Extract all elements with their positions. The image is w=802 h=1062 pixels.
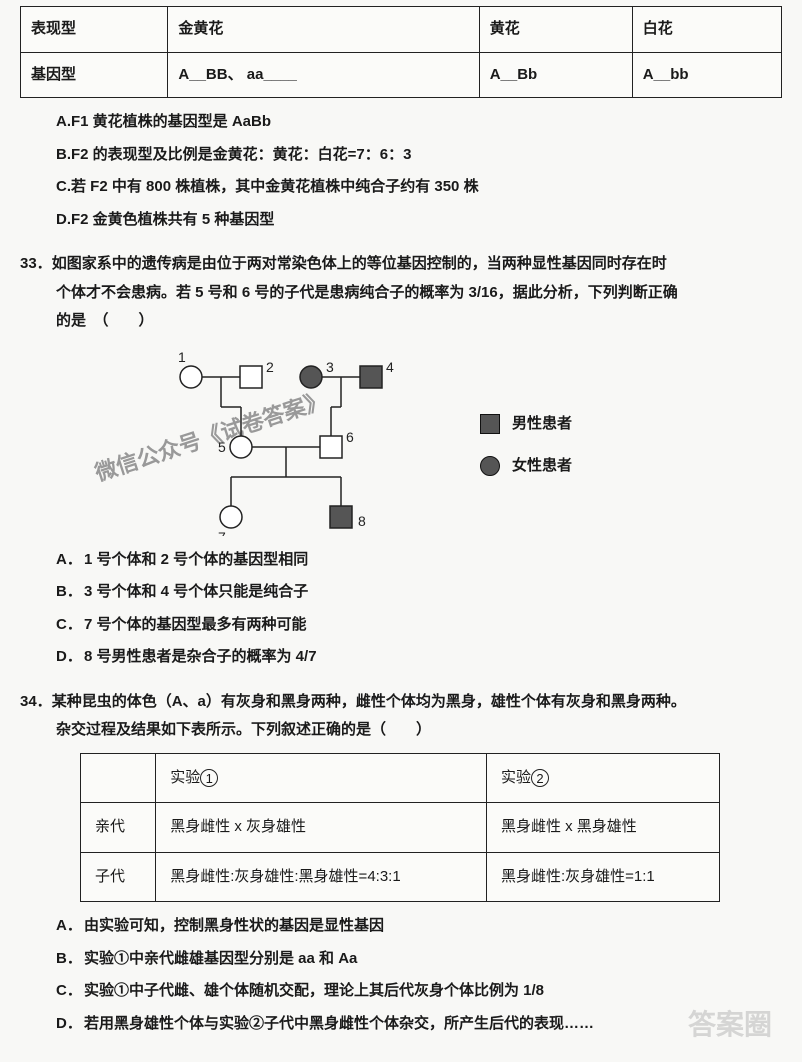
q33-option-d: D．8 号男性患者是杂合子的概率为 4/7: [20, 643, 782, 676]
option-b: B.F2 的表现型及比例是金黄花：黄花：白花=7：6：3: [20, 141, 782, 174]
q33-stem-line2: 个体才不会患病。若 5 号和 6 号的子代是患病纯合子的概率为 3/16，据此分…: [20, 279, 782, 308]
q34-option-c: C．实验①中子代雌、雄个体随机交配，理论上其后代灰身个体比例为 1/8: [20, 977, 782, 1010]
svg-text:3: 3: [326, 359, 334, 375]
q34-number: 34．: [20, 693, 52, 710]
cell: 白花: [632, 7, 781, 53]
option-a: A.F1 黄花植株的基因型是 AaBb: [20, 108, 782, 141]
row-header: 表现型: [21, 7, 168, 53]
pedigree-diagram: 1 2 3 4 5 6 7 8: [150, 346, 410, 536]
q34-stem-line1: 某种昆虫的体色（A、a）有灰身和黑身两种，雌性个体均为黑身，雄性个体有灰身和黑身…: [52, 693, 686, 710]
table-row: 基因型 A__BB、 aa____ A__Bb A__bb: [21, 52, 782, 98]
cell: A__BB、 aa____: [168, 52, 479, 98]
q34-option-b: B．实验①中亲代雌雄基因型分别是 aa 和 Aa: [20, 945, 782, 978]
q34-stem-line2: 杂交过程及结果如下表所示。下列叙述正确的是（ ）: [20, 716, 782, 745]
row-header: 基因型: [21, 52, 168, 98]
square-affected-icon: [480, 414, 500, 434]
svg-text:4: 4: [386, 359, 394, 375]
cell: 黑身雌性:灰身雄性:黑身雄性=4:3:1: [156, 852, 487, 902]
legend-male-label: 男性患者: [512, 410, 572, 439]
cell: 金黄花: [168, 7, 479, 53]
row-header: 亲代: [81, 803, 156, 853]
pedigree-legend: 男性患者 女性患者: [480, 396, 572, 495]
question-33: 33．如图家系中的遗传病是由位于两对常染色体上的等位基因控制的，当两种显性基因同…: [20, 250, 782, 336]
q33-stem-line3: 的是 （ ）: [20, 307, 782, 336]
q33-stem-line1: 如图家系中的遗传病是由位于两对常染色体上的等位基因控制的，当两种显性基因同时存在…: [52, 255, 667, 272]
cell: 黑身雌性 x 黑身雄性: [486, 803, 719, 853]
q33-option-b: B．3 号个体和 4 号个体只能是纯合子: [20, 578, 782, 611]
circle-affected-icon: [480, 456, 500, 476]
q34-option-d: D．若用黑身雄性个体与实验②子代中黑身雌性个体杂交，所产生后代的表现……: [20, 1010, 782, 1043]
option-c: C.若 F2 中有 800 株植株，其中金黄花植株中纯合子约有 350 株: [20, 173, 782, 206]
table-row: 亲代 黑身雌性 x 灰身雄性 黑身雌性 x 黑身雄性: [81, 803, 720, 853]
svg-text:7: 7: [218, 529, 226, 536]
q33-option-a: A．1 号个体和 2 号个体的基因型相同: [20, 546, 782, 579]
cell-exp1-header: 实验1: [156, 753, 487, 803]
svg-text:2: 2: [266, 359, 274, 375]
table-row: 实验1 实验2: [81, 753, 720, 803]
svg-text:6: 6: [346, 429, 354, 445]
q33-number: 33．: [20, 255, 52, 272]
phenotype-genotype-table: 表现型 金黄花 黄花 白花 基因型 A__BB、 aa____ A__Bb A_…: [20, 6, 782, 98]
q34-option-a: A．由实验可知，控制黑身性状的基因是显性基因: [20, 912, 782, 945]
legend-female-label: 女性患者: [512, 452, 572, 481]
legend-female: 女性患者: [480, 452, 572, 481]
cell: 黑身雌性 x 灰身雄性: [156, 803, 487, 853]
table-row: 表现型 金黄花 黄花 白花: [21, 7, 782, 53]
cell: A__bb: [632, 52, 781, 98]
row-header: 子代: [81, 852, 156, 902]
pedigree-area: 微信公众号《试卷答案》 12345678 男性患者 女性患者: [80, 346, 782, 536]
question-34: 34．某种昆虫的体色（A、a）有灰身和黑身两种，雌性个体均为黑身，雄性个体有灰身…: [20, 688, 782, 745]
legend-male: 男性患者: [480, 410, 572, 439]
cell: A__Bb: [479, 52, 632, 98]
cell: 黄花: [479, 7, 632, 53]
cell-blank: [81, 753, 156, 803]
option-d: D.F2 金黄色植株共有 5 种基因型: [20, 206, 782, 239]
experiment-table: 实验1 实验2 亲代 黑身雌性 x 灰身雄性 黑身雌性 x 黑身雄性 子代 黑身…: [80, 753, 720, 903]
table-row: 子代 黑身雌性:灰身雄性:黑身雄性=4:3:1 黑身雌性:灰身雄性=1:1: [81, 852, 720, 902]
svg-text:1: 1: [178, 349, 186, 365]
svg-text:8: 8: [358, 513, 366, 529]
cell-exp2-header: 实验2: [486, 753, 719, 803]
cell: 黑身雌性:灰身雄性=1:1: [486, 852, 719, 902]
svg-text:5: 5: [218, 439, 226, 455]
q33-option-c: C．7 号个体的基因型最多有两种可能: [20, 611, 782, 644]
